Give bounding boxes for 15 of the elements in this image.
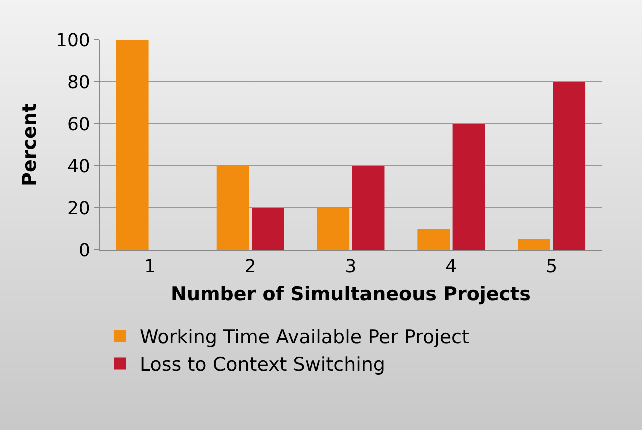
legend-label: Working Time Available Per Project bbox=[140, 326, 470, 348]
x-axis-title: Number of Simultaneous Projects bbox=[171, 283, 531, 306]
x-tick-label: 1 bbox=[144, 256, 156, 278]
y-tick-label: 40 bbox=[67, 156, 90, 178]
y-tick-label: 0 bbox=[78, 240, 90, 262]
x-tick-label: 4 bbox=[446, 256, 458, 278]
legend-label: Loss to Context Switching bbox=[140, 354, 386, 376]
x-tick-label: 5 bbox=[546, 256, 558, 278]
y-tick-label: 100 bbox=[56, 30, 90, 52]
y-tick-label: 80 bbox=[67, 72, 90, 94]
y-tick-label: 60 bbox=[67, 114, 90, 136]
y-axis-title: Percent bbox=[18, 104, 41, 186]
x-tick-label: 3 bbox=[345, 256, 357, 278]
y-tick-label: 20 bbox=[67, 198, 90, 220]
x-tick-label: 2 bbox=[244, 256, 256, 278]
